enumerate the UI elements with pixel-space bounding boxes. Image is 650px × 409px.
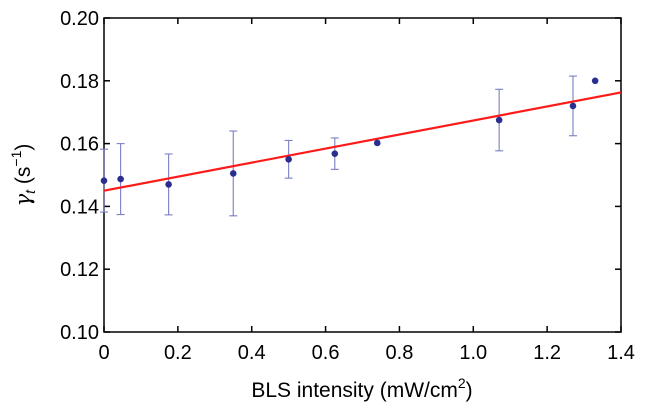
y-tick-label: 0.14 <box>60 196 99 218</box>
x-axis-label-sup: 2 <box>458 375 466 391</box>
y-tick-label: 0.20 <box>60 8 99 30</box>
point-layer <box>100 77 599 188</box>
y-tick-label: 0.18 <box>60 71 99 93</box>
y-tick-label: 0.12 <box>60 259 99 281</box>
data-point <box>117 175 124 183</box>
data-point <box>100 177 108 184</box>
data-point <box>495 116 503 124</box>
data-point <box>285 156 292 163</box>
x-tick-label: 0 <box>98 342 109 364</box>
x-tick-label: 0.6 <box>312 342 340 364</box>
x-tick-label: 0.4 <box>238 342 266 364</box>
y-tick-label: 0.16 <box>60 134 99 156</box>
x-tick-label: 0.8 <box>386 342 414 364</box>
x-tick-label: 1.2 <box>533 342 561 364</box>
y-axis-label-sub: t <box>22 189 38 194</box>
y-axis-label-close: ) <box>12 144 35 151</box>
fit-line-layer <box>103 91 622 192</box>
data-point <box>569 102 577 110</box>
data-point <box>331 150 339 157</box>
x-tick-label: 1.0 <box>459 342 487 364</box>
x-tick-label: 0.2 <box>164 342 192 364</box>
tick-layer: 0 0.2 0.4 0.6 0.8 1.0 1.2 1.4 0.10 0.12 0.14 0.16 0.… <box>60 8 635 364</box>
x-axis-label: BLS intensity (mW/cm2) <box>251 375 472 402</box>
fit-line <box>103 91 622 192</box>
data-point <box>165 181 172 188</box>
data-point <box>373 139 381 147</box>
y-tick-label: 0.10 <box>60 322 99 344</box>
x-axis-label-tail: ) <box>466 379 473 402</box>
data-point <box>591 77 599 85</box>
x-axis-label-base: BLS intensity (mW/cm <box>251 379 458 402</box>
y-axis-label-gamma: γ <box>11 193 35 206</box>
y-axis-label: γt (s−1) <box>8 144 38 207</box>
y-axis-label-open: (s <box>12 167 35 190</box>
data-point <box>229 170 237 177</box>
y-axis-label-sup: −1 <box>8 150 24 166</box>
x-tick-label: 1.4 <box>607 342 635 364</box>
